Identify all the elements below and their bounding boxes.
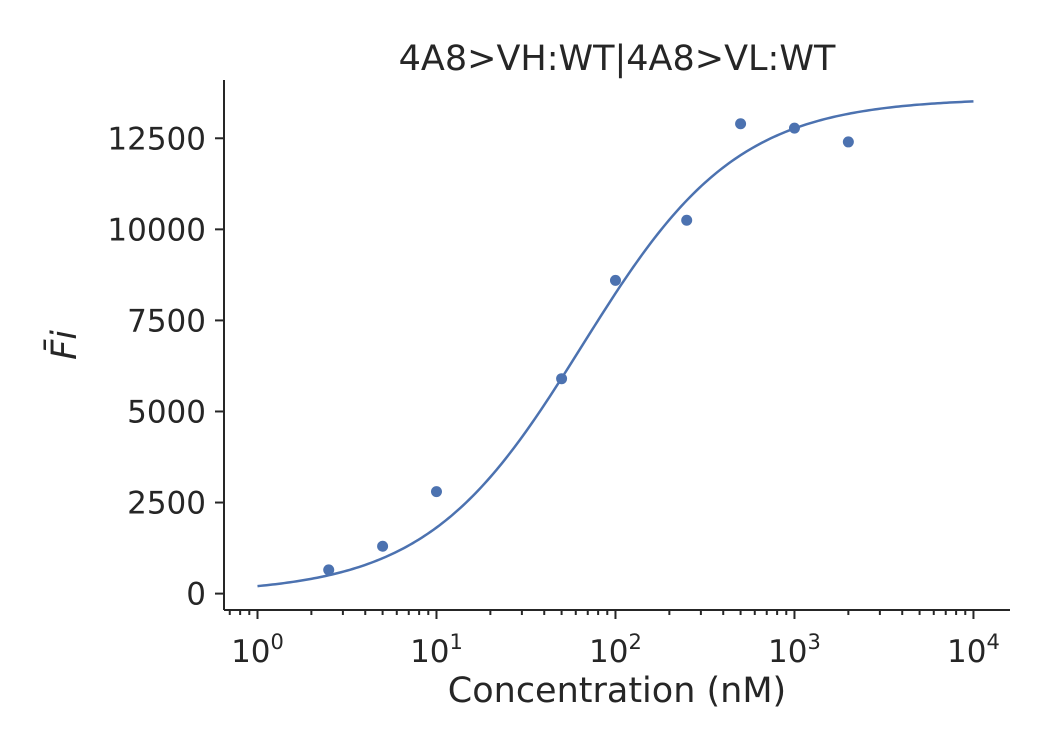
x-axis-label: Concentration (nM) [448,671,786,711]
data-point [681,214,693,226]
y-tick-label: 5000 [127,394,206,430]
data-point [556,373,568,385]
x-ticks: 100 101 102 103 104 [228,610,1000,670]
y-tick-label: 7500 [127,303,206,339]
data-point [609,274,621,286]
y-tick-label: 0 [186,577,206,613]
y-axis: 0 2500 5000 7500 10000 12500 [107,80,225,613]
data-point [323,564,335,576]
y-tick-label: 10000 [107,212,206,248]
data-point [842,136,854,148]
y-tick-label: 12500 [107,121,206,157]
data-point [735,118,747,130]
x-tick-label: 101 [410,630,463,670]
y-axis-label: F̄i [43,330,85,360]
y-tick-label: 2500 [127,486,206,522]
data-point [788,122,800,134]
x-tick-label: 100 [231,630,284,670]
data-point [430,486,442,498]
x-tick-label: 102 [589,630,642,670]
chart-title: 4A8>VH:WT|4A8>VL:WT [399,39,836,79]
data-point [377,540,389,552]
x-tick-label: 103 [768,630,821,670]
x-tick-label: 104 [947,630,1000,670]
fit-line [257,100,974,588]
plot-area [257,100,974,588]
y-ticks: 0 2500 5000 7500 10000 12500 [107,121,224,613]
x-axis: 100 101 102 103 104 [224,609,1010,670]
